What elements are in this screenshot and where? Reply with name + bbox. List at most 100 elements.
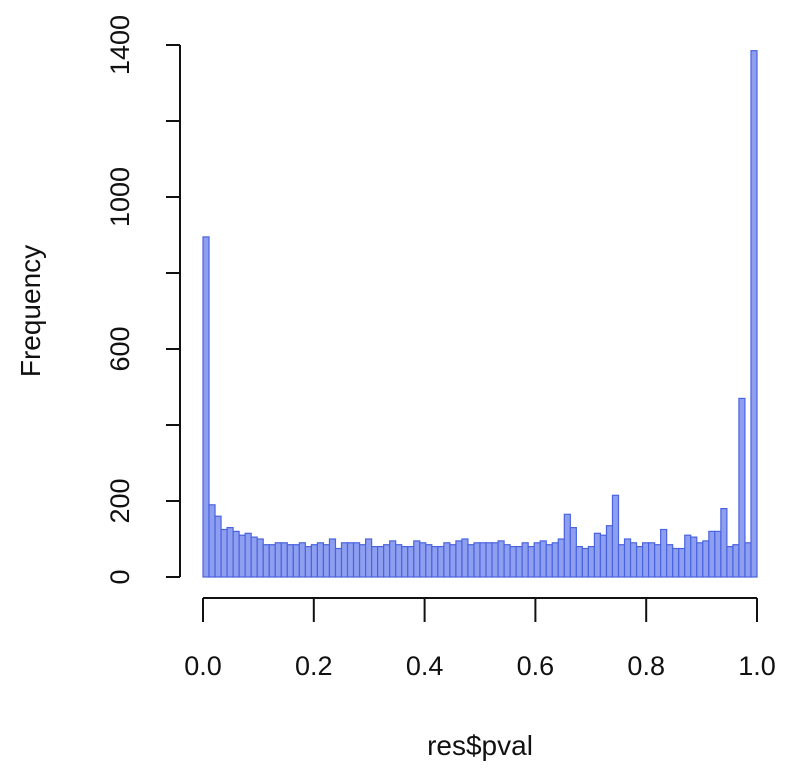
histogram-bar — [274, 542, 282, 578]
histogram-bar — [208, 504, 216, 578]
histogram-bar — [238, 534, 246, 578]
histogram-bar — [509, 545, 517, 578]
x-tick-label: 0.6 — [517, 651, 555, 681]
x-axis-ticks: 0.0 0.2 0.4 0.6 0.8 1.0 — [184, 598, 776, 681]
histogram-bar — [666, 544, 674, 578]
x-tick-label: 0.2 — [295, 651, 333, 681]
histogram-bar — [720, 508, 728, 578]
histogram-bar — [364, 538, 373, 578]
y-axis-title: Frequency — [15, 245, 46, 377]
histogram-bar — [383, 544, 391, 578]
histogram-bar — [744, 542, 752, 578]
histogram-bar — [358, 544, 367, 578]
histogram-bar — [491, 542, 499, 578]
histogram-bar — [593, 532, 602, 578]
histogram-bars — [202, 50, 758, 578]
histogram-bar — [322, 544, 331, 578]
y-axis-ticks: 0 200 600 1000 1400 — [105, 15, 180, 585]
histogram-bar — [551, 542, 559, 578]
histogram-bar — [377, 545, 385, 578]
histogram-bar — [708, 530, 716, 578]
histogram-bar — [407, 545, 415, 578]
histogram-bar — [292, 544, 300, 578]
histogram-bar — [575, 545, 583, 578]
histogram-bar — [214, 515, 222, 578]
histogram-bar — [605, 525, 614, 578]
histogram-bar — [732, 544, 740, 578]
histogram-bar — [726, 545, 734, 578]
histogram-bar — [449, 544, 457, 578]
histogram-bar — [678, 547, 686, 578]
histogram-bar — [244, 532, 252, 578]
histogram-bar — [611, 494, 620, 578]
histogram-bar — [328, 538, 337, 578]
y-tick-label: 200 — [105, 478, 135, 523]
histogram-bar — [262, 544, 270, 578]
histogram-bar — [629, 542, 638, 578]
histogram-bar — [232, 530, 240, 578]
histogram-bar — [419, 542, 427, 578]
histogram-bar — [569, 526, 577, 578]
histogram-bar — [635, 545, 644, 578]
x-tick-label: 1.0 — [738, 651, 776, 681]
histogram-bar — [503, 544, 511, 578]
histogram-bar — [714, 530, 722, 578]
histogram-bar — [443, 542, 451, 578]
histogram-bar — [515, 545, 523, 578]
histogram-bar — [220, 528, 228, 578]
x-tick-label: 0.4 — [406, 651, 444, 681]
histogram-bar — [226, 526, 234, 578]
histogram-bar — [623, 538, 632, 578]
histogram-bar — [497, 540, 505, 578]
histogram-bar — [268, 544, 276, 578]
histogram-bar — [431, 545, 439, 578]
histogram-bar — [684, 534, 692, 578]
histogram-bar — [413, 540, 421, 578]
histogram-bar — [563, 513, 571, 578]
histogram-bar — [750, 50, 758, 578]
y-tick-label: 1400 — [105, 15, 135, 75]
histogram-bar — [599, 534, 608, 578]
histogram-bar — [672, 547, 680, 578]
histogram-bar — [304, 545, 312, 578]
x-axis-title: res$pval — [427, 730, 533, 761]
histogram-bar — [660, 528, 668, 578]
histogram-bar — [280, 542, 288, 578]
x-tick-label: 0.8 — [627, 651, 665, 681]
histogram-bar — [473, 542, 481, 578]
histogram-bar — [587, 545, 596, 578]
histogram-bar — [654, 544, 662, 578]
histogram-bar — [316, 542, 325, 578]
histogram-bar — [389, 540, 397, 578]
histogram-bar — [702, 540, 710, 578]
histogram-bar — [352, 542, 361, 578]
histogram-bar — [286, 544, 294, 578]
histogram-bar — [581, 547, 589, 578]
y-tick-label: 1000 — [105, 167, 135, 227]
histogram-bar — [545, 544, 553, 578]
y-tick-label: 600 — [105, 326, 135, 371]
histogram-bar — [696, 542, 704, 578]
histogram-bar — [437, 545, 445, 578]
histogram-bar — [690, 536, 698, 578]
histogram-bar — [401, 545, 409, 578]
histogram-bar — [479, 542, 487, 578]
y-tick-label: 0 — [105, 569, 135, 584]
histogram-bar — [617, 544, 626, 578]
histogram-bar — [371, 545, 379, 578]
histogram-bar — [346, 542, 355, 578]
histogram-bar — [467, 544, 475, 578]
histogram-bar — [298, 542, 306, 578]
histogram-bar — [557, 538, 565, 578]
histogram-bar — [527, 545, 535, 578]
histogram-bar — [521, 542, 529, 578]
histogram-bar — [461, 538, 469, 578]
histogram-bar — [455, 540, 463, 578]
histogram-bar — [738, 397, 746, 578]
histogram-bar — [485, 542, 493, 578]
histogram-bar — [648, 542, 656, 578]
histogram-bar — [395, 544, 403, 578]
histogram-bar — [340, 542, 349, 578]
histogram-bar — [539, 540, 547, 578]
histogram-bar — [334, 547, 343, 578]
